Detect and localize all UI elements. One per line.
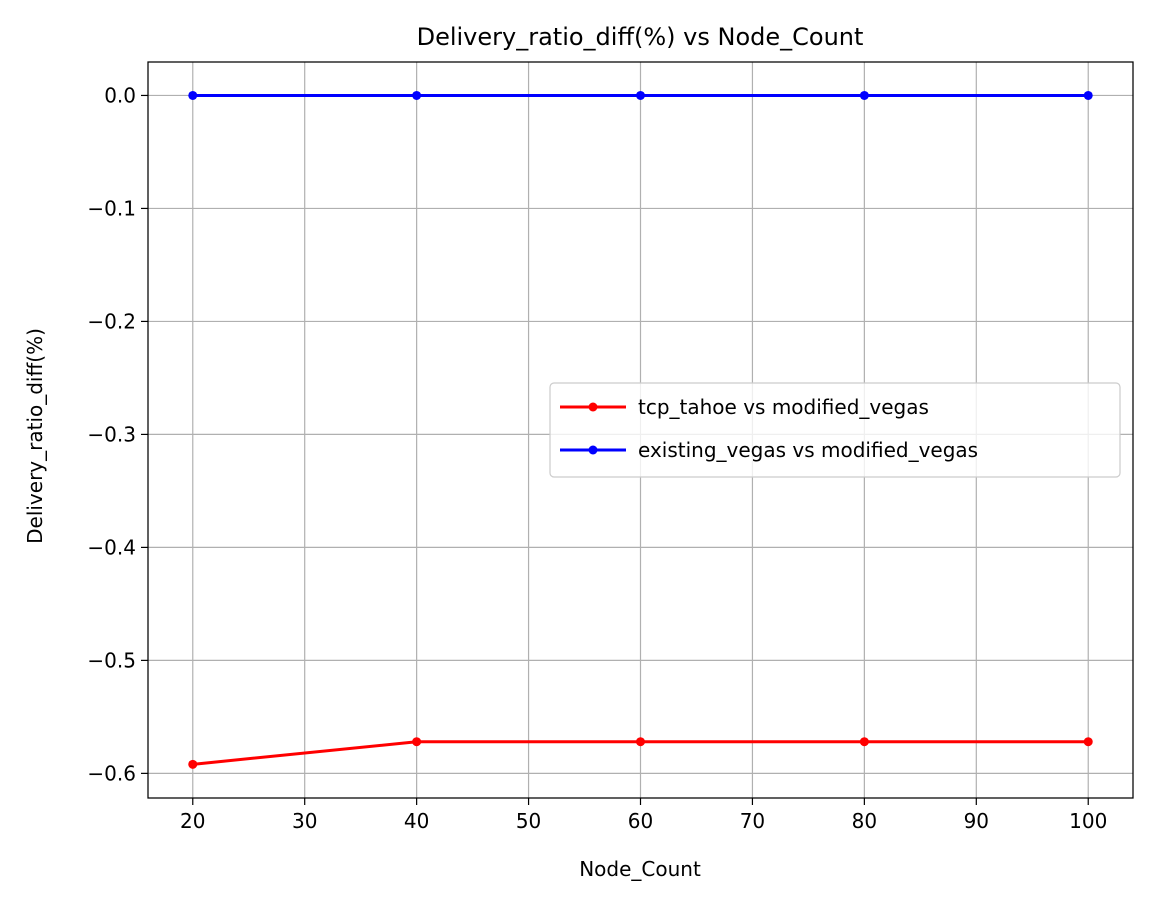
x-tick-label: 30 — [292, 809, 317, 833]
data-point-existing-vegas — [859, 90, 869, 100]
y-tick-label: −0.2 — [87, 309, 136, 333]
series-tcp-tahoe — [188, 737, 1093, 769]
chart-title: Delivery_ratio_diff(%) vs Node_Count — [417, 23, 864, 51]
legend-marker-tcp-tahoe — [588, 402, 598, 412]
x-tick-label: 90 — [964, 809, 989, 833]
legend-label-tcp-tahoe: tcp_tahoe vs modified_vegas — [638, 395, 929, 419]
data-point-existing-vegas — [188, 90, 198, 100]
y-tick-label: −0.3 — [87, 422, 136, 446]
series-layer — [188, 90, 1093, 769]
data-point-existing-vegas — [412, 90, 422, 100]
y-tick-label: 0.0 — [104, 83, 136, 107]
x-tick-label: 60 — [628, 809, 653, 833]
data-point-existing-vegas — [636, 90, 645, 100]
data-point-tcp-tahoe — [636, 737, 645, 747]
y-axis-ticks: 0.0 −0.1 −0.2 −0.3 −0.4 −0.5 −0.6 — [87, 83, 148, 785]
data-point-tcp-tahoe — [188, 759, 198, 769]
y-tick-label: −0.4 — [87, 535, 136, 559]
legend-label-existing-vegas: existing_vegas vs modified_vegas — [638, 438, 978, 462]
legend: tcp_tahoe vs modified_vegas existing_veg… — [549, 382, 1121, 478]
x-tick-label: 20 — [180, 809, 205, 833]
x-axis-label: Node_Count — [579, 857, 701, 881]
x-tick-label: 70 — [740, 809, 765, 833]
legend-box — [549, 382, 1121, 478]
y-axis-label: Delivery_ratio_diff(%) — [23, 328, 47, 544]
y-tick-label: −0.1 — [87, 196, 136, 220]
x-tick-label: 80 — [852, 809, 877, 833]
data-point-tcp-tahoe — [412, 737, 422, 747]
data-point-tcp-tahoe — [1083, 737, 1093, 747]
x-tick-label: 50 — [516, 809, 541, 833]
y-tick-label: −0.6 — [87, 761, 136, 785]
x-axis-ticks: 20 30 40 50 60 70 80 90 100 — [180, 798, 1107, 833]
x-tick-label: 100 — [1069, 809, 1107, 833]
legend-marker-existing-vegas — [588, 445, 598, 455]
series-existing-vegas — [188, 90, 1093, 100]
x-tick-label: 40 — [404, 809, 429, 833]
y-tick-label: −0.5 — [87, 648, 136, 672]
data-point-existing-vegas — [1083, 90, 1093, 100]
data-point-tcp-tahoe — [859, 737, 869, 747]
